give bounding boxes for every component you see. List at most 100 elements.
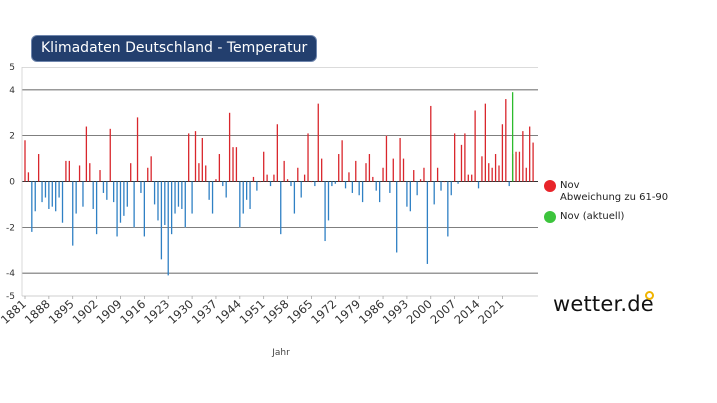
bar-2012[interactable]	[471, 174, 473, 182]
bar-1965[interactable]	[310, 181, 313, 183]
bar-1949[interactable]	[256, 181, 258, 191]
bar-1983[interactable]	[372, 176, 374, 182]
bar-1916[interactable]	[143, 181, 145, 237]
bar-2021[interactable]	[501, 124, 504, 182]
bar-1998[interactable]	[423, 167, 425, 182]
bar-2030[interactable]	[532, 142, 534, 182]
bar-1999[interactable]	[426, 181, 429, 264]
bar-1881[interactable]	[24, 140, 26, 182]
bar-1941[interactable]	[228, 112, 231, 182]
bar-1893[interactable]	[65, 160, 67, 182]
bar-1952[interactable]	[266, 174, 268, 182]
bar-2029[interactable]	[529, 126, 531, 182]
bar-1927[interactable]	[181, 181, 183, 209]
bar-2010[interactable]	[464, 133, 466, 182]
bar-1926[interactable]	[177, 181, 180, 207]
bar-1934[interactable]	[205, 165, 207, 182]
bar-1931[interactable]	[194, 131, 197, 182]
bar-1955[interactable]	[276, 124, 278, 182]
bar-1972[interactable]	[334, 181, 336, 184]
bar-1989[interactable]	[392, 158, 394, 182]
bar-1985[interactable]	[378, 181, 381, 203]
bar-2007[interactable]	[454, 133, 456, 182]
bar-1921[interactable]	[160, 181, 163, 260]
bar-1928[interactable]	[184, 181, 186, 228]
bar-1922[interactable]	[164, 181, 166, 226]
bar-1903[interactable]	[99, 170, 101, 182]
bar-2016[interactable]	[484, 103, 486, 182]
bar-1897[interactable]	[78, 165, 81, 182]
bar-2028[interactable]	[525, 167, 527, 182]
bar-1910[interactable]	[123, 181, 125, 216]
bar-1947[interactable]	[249, 181, 251, 209]
bar-1938[interactable]	[218, 154, 221, 182]
bar-1950[interactable]	[259, 181, 261, 183]
bar-1968[interactable]	[321, 158, 323, 182]
bar-2013[interactable]	[474, 110, 476, 182]
bar-1932[interactable]	[198, 163, 200, 182]
bar-1919[interactable]	[153, 181, 156, 205]
bar-1914[interactable]	[136, 117, 139, 182]
bar-1969[interactable]	[324, 181, 326, 242]
bar-2027[interactable]	[522, 131, 524, 182]
bar-1995[interactable]	[413, 170, 415, 182]
bar-1978[interactable]	[355, 160, 357, 182]
bar-1905[interactable]	[106, 181, 108, 200]
bar-1982[interactable]	[368, 154, 371, 182]
bar-1966[interactable]	[314, 181, 316, 187]
bar-1974[interactable]	[341, 140, 343, 182]
bar-2001[interactable]	[433, 181, 435, 205]
bar-1936[interactable]	[211, 181, 214, 214]
bar-1886[interactable]	[41, 181, 43, 203]
bar-1957[interactable]	[283, 160, 285, 182]
bar-2015[interactable]	[481, 156, 483, 182]
bar-1997[interactable]	[419, 179, 422, 182]
bar-1958[interactable]	[286, 179, 289, 182]
bar-1925[interactable]	[174, 181, 176, 214]
bar-2026[interactable]	[518, 151, 521, 182]
bar-1907[interactable]	[113, 181, 115, 203]
bar-1885[interactable]	[37, 154, 40, 182]
bar-2020[interactable]	[498, 165, 500, 182]
bar-1945[interactable]	[242, 181, 244, 214]
bar-1956[interactable]	[280, 181, 282, 235]
bar-1890[interactable]	[55, 181, 57, 212]
bar-1912[interactable]	[130, 163, 132, 182]
bar-1967[interactable]	[317, 103, 319, 182]
bar-1901[interactable]	[92, 181, 94, 209]
bar-1948[interactable]	[252, 176, 255, 182]
bar-1940[interactable]	[225, 181, 227, 198]
bar-2023[interactable]	[508, 181, 510, 187]
bar-1993[interactable]	[406, 181, 408, 207]
bar-2017[interactable]	[488, 163, 490, 182]
bar-1883[interactable]	[31, 181, 33, 232]
bar-2022[interactable]	[505, 99, 507, 182]
bar-1992[interactable]	[402, 158, 405, 182]
bar-1917[interactable]	[147, 167, 149, 182]
bar-1894[interactable]	[68, 160, 70, 182]
bar-1954[interactable]	[273, 174, 275, 182]
bar-2018[interactable]	[491, 167, 493, 182]
bar-1942[interactable]	[232, 147, 234, 182]
bar-1920[interactable]	[157, 181, 159, 221]
bar-1976[interactable]	[348, 172, 350, 182]
bar-1951[interactable]	[263, 151, 265, 182]
bar-1970[interactable]	[327, 181, 330, 221]
bar-1980[interactable]	[361, 181, 364, 203]
bar-1882[interactable]	[27, 172, 30, 182]
bar-1946[interactable]	[246, 181, 248, 200]
bar-1900[interactable]	[89, 163, 91, 182]
bar-1991[interactable]	[399, 137, 401, 182]
bar-1961[interactable]	[297, 167, 299, 182]
bar-1975[interactable]	[344, 181, 347, 189]
bar-1960[interactable]	[293, 181, 296, 214]
bar-1994[interactable]	[409, 181, 411, 212]
bar-1908[interactable]	[116, 181, 118, 237]
bar-1911[interactable]	[126, 181, 128, 207]
bar-1923[interactable]	[167, 181, 169, 276]
bar-1979[interactable]	[358, 181, 360, 196]
bar-1896[interactable]	[75, 181, 77, 214]
bar-2003[interactable]	[440, 181, 442, 191]
bar-1943[interactable]	[235, 147, 238, 182]
bar-1884[interactable]	[34, 181, 36, 212]
